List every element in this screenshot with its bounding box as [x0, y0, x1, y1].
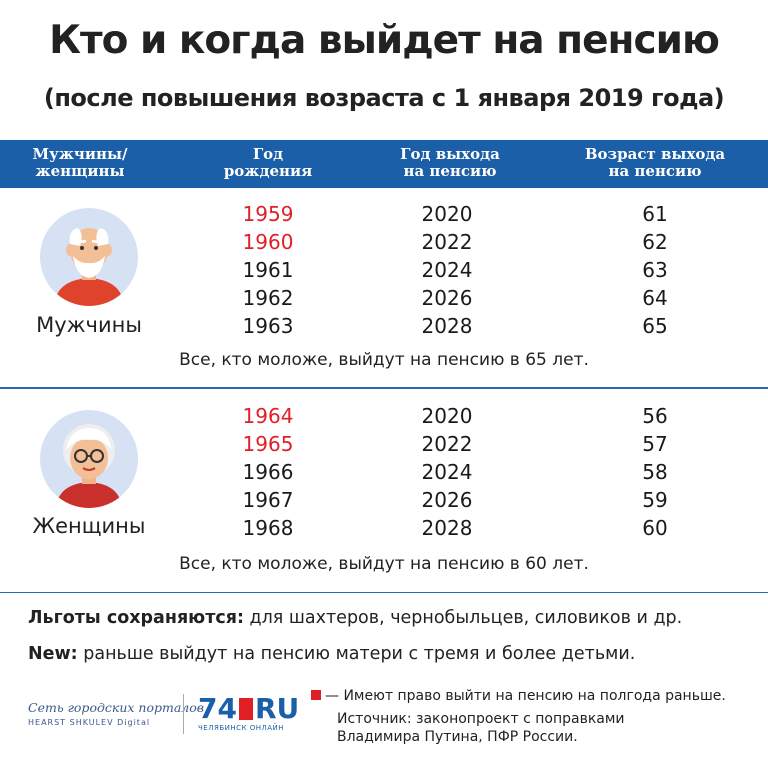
retire-age-cell: 65 — [642, 314, 668, 338]
men-label: Мужчины — [36, 313, 142, 337]
footer-divider — [0, 592, 768, 593]
section-divider — [0, 387, 768, 389]
new-line: New: раньше выйдут на пенсию матери с тр… — [28, 644, 636, 664]
logo-separator — [183, 694, 184, 734]
retire-age-cell: 61 — [642, 202, 668, 226]
benefits-line: Льготы сохраняются: для шахтеров, черноб… — [28, 608, 683, 628]
retire-year-cell: 2026 — [421, 286, 473, 310]
retire-year-cell: 2028 — [421, 314, 473, 338]
retire-year-cell: 2020 — [421, 404, 473, 428]
women-label: Женщины — [32, 514, 146, 538]
men-note: Все, кто моложе, выйдут на пенсию в 65 л… — [179, 350, 589, 370]
retire-age-cell: 56 — [642, 404, 668, 428]
women-note: Все, кто моложе, выйдут на пенсию в 60 л… — [179, 554, 589, 574]
header-retire-year: Год выхода на пенсию — [400, 145, 500, 180]
elderly-woman-icon — [40, 410, 138, 508]
retire-year-cell: 2026 — [421, 488, 473, 512]
birth-year-cell: 1963 — [242, 314, 294, 338]
table-row: 1963 2028 65 — [0, 314, 768, 342]
birth-year-cell: 1961 — [242, 258, 294, 282]
red-square-icon — [311, 690, 321, 700]
retire-age-cell: 59 — [642, 488, 668, 512]
table-row: 1960 2022 62 — [0, 230, 768, 258]
page-subtitle: (после повышения возраста с 1 января 201… — [43, 84, 725, 112]
table-row: 1964 2020 56 — [0, 404, 768, 432]
birth-year-cell: 1965 — [242, 432, 294, 456]
table-row: 1968 2028 60 — [0, 516, 768, 544]
birth-year-cell: 1966 — [242, 460, 294, 484]
elderly-man-icon — [40, 208, 138, 306]
birth-year-cell: 1967 — [242, 488, 294, 512]
table-header: Мужчины/ женщины Год рождения Год выхода… — [0, 140, 768, 188]
retire-age-cell: 62 — [642, 230, 668, 254]
table-row: 1962 2026 64 — [0, 286, 768, 314]
table-row: 1965 2022 57 — [0, 432, 768, 460]
brand-logo: 74 RU ЧЕЛЯБИНСК ОНЛАЙН — [198, 692, 300, 733]
header-birth-year: Год рождения — [223, 145, 313, 180]
retire-age-cell: 60 — [642, 516, 668, 540]
birth-year-cell: 1960 — [242, 230, 294, 254]
table-row: 1961 2024 63 — [0, 258, 768, 286]
source-note: Источник: законопроект с поправками Влад… — [337, 711, 625, 745]
birth-year-cell: 1968 — [242, 516, 294, 540]
birth-year-cell: 1962 — [242, 286, 294, 310]
portal-network-logo: Сеть городских порталов HEARST SHKULEV D… — [28, 700, 205, 727]
retire-age-cell: 63 — [642, 258, 668, 282]
birth-year-cell: 1964 — [242, 404, 294, 428]
retire-age-cell: 64 — [642, 286, 668, 310]
retire-age-cell: 57 — [642, 432, 668, 456]
legend: — Имеют право выйти на пенсию на полгода… — [311, 688, 726, 704]
retire-year-cell: 2020 — [421, 202, 473, 226]
table-row: 1959 2020 61 — [0, 202, 768, 230]
retire-year-cell: 2024 — [421, 460, 473, 484]
retire-age-cell: 58 — [642, 460, 668, 484]
retire-year-cell: 2022 — [421, 432, 473, 456]
retire-year-cell: 2024 — [421, 258, 473, 282]
table-row: 1966 2024 58 — [0, 460, 768, 488]
table-row: 1967 2026 59 — [0, 488, 768, 516]
birth-year-cell: 1959 — [242, 202, 294, 226]
retire-year-cell: 2028 — [421, 516, 473, 540]
header-retire-age: Возраст выхода на пенсию — [584, 145, 726, 180]
page-title: Кто и когда выйдет на пенсию — [49, 18, 720, 63]
retire-year-cell: 2022 — [421, 230, 473, 254]
header-gender: Мужчины/ женщины — [32, 145, 128, 180]
